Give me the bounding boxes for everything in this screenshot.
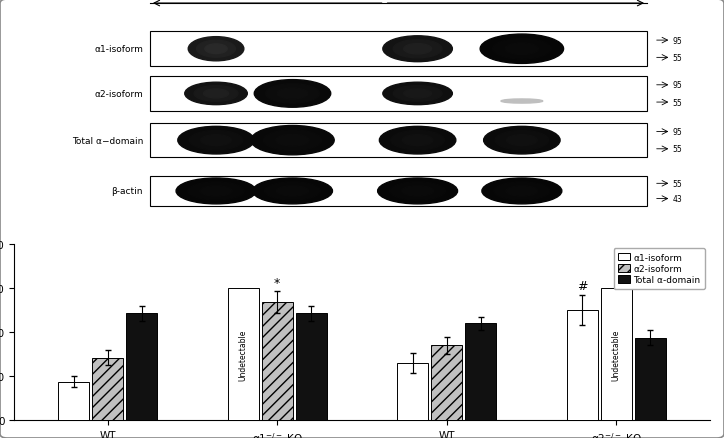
Ellipse shape [178,127,254,155]
Bar [150,77,647,111]
Ellipse shape [205,45,227,54]
Ellipse shape [254,81,331,108]
Text: α1-isoform: α1-isoform [94,45,143,54]
Ellipse shape [266,85,319,104]
Ellipse shape [253,179,332,205]
Text: 95: 95 [673,81,683,90]
Bar [567,311,598,420]
Text: α2-isoform: α2-isoform [94,90,143,99]
Ellipse shape [494,183,550,201]
Text: #: # [577,280,588,293]
Ellipse shape [484,127,560,155]
Ellipse shape [390,183,445,201]
Ellipse shape [201,135,232,146]
Text: Undetectable: Undetectable [612,329,620,380]
Text: *: * [274,276,280,290]
Ellipse shape [506,186,538,197]
Ellipse shape [404,90,432,99]
Ellipse shape [189,131,243,151]
Bar [432,346,463,420]
Ellipse shape [276,135,309,147]
Bar [150,177,647,207]
Ellipse shape [251,126,334,155]
Ellipse shape [378,179,458,205]
Text: 95: 95 [673,128,683,137]
Bar [465,324,496,420]
Text: 95: 95 [673,36,683,46]
Ellipse shape [176,179,256,205]
Text: 55: 55 [673,180,683,188]
Bar [601,288,632,420]
Bar [228,288,259,420]
Ellipse shape [403,135,433,146]
Bar [92,358,123,420]
Text: Undetectable: Undetectable [239,329,248,380]
Ellipse shape [185,83,248,106]
Ellipse shape [188,183,244,201]
Ellipse shape [393,41,442,59]
Text: 55: 55 [673,145,683,154]
Ellipse shape [402,186,434,197]
Ellipse shape [379,127,456,155]
Ellipse shape [203,90,229,99]
Legend: α1-isoform, α2-isoform, Total α-domain: α1-isoform, α2-isoform, Total α-domain [613,249,705,289]
Bar [126,314,157,420]
Bar [150,124,647,158]
Ellipse shape [404,44,432,55]
Ellipse shape [188,38,244,62]
Ellipse shape [501,100,543,104]
Ellipse shape [200,186,232,197]
Bar [261,303,292,420]
Text: 55: 55 [673,99,683,107]
Bar [397,363,429,420]
Ellipse shape [277,186,308,197]
Text: 43: 43 [673,194,683,204]
Ellipse shape [492,39,551,60]
Ellipse shape [383,83,452,106]
Ellipse shape [393,86,442,102]
Ellipse shape [277,89,308,100]
Ellipse shape [197,41,235,58]
Text: Total α−domain: Total α−domain [72,136,143,145]
Ellipse shape [264,131,321,151]
Text: 55: 55 [673,54,683,63]
Ellipse shape [391,131,445,151]
Bar [58,382,89,420]
Ellipse shape [480,35,563,64]
Bar [150,32,647,67]
Ellipse shape [495,131,549,151]
Ellipse shape [383,37,452,63]
Ellipse shape [505,44,539,56]
Text: β-actin: β-actin [111,187,143,196]
Bar [295,314,327,420]
Ellipse shape [507,135,537,146]
Ellipse shape [264,183,321,201]
Ellipse shape [482,179,562,205]
Bar [635,338,666,420]
Ellipse shape [194,86,238,102]
